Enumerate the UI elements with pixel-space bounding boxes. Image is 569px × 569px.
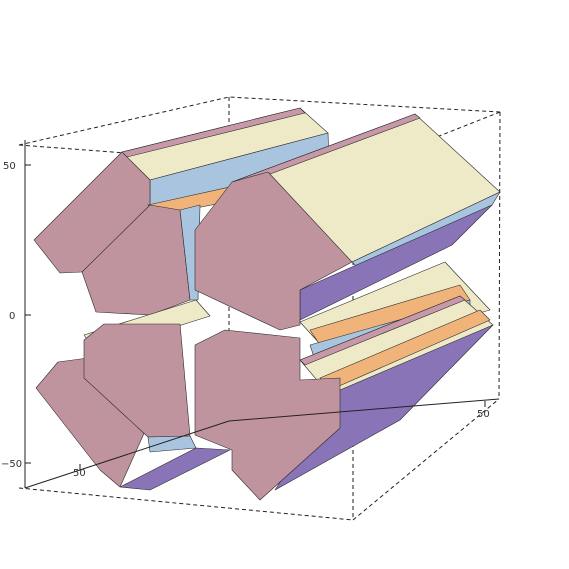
bounding-box-front — [24, 140, 500, 489]
prism-lower-right — [194, 295, 494, 501]
horizontal-axis: 50 — [477, 401, 490, 420]
tick-label-50: 50 — [3, 161, 16, 172]
depth-axis: 50 — [73, 464, 86, 479]
depth-tick-label-50: 50 — [73, 468, 86, 479]
tick-label-0: 0 — [9, 311, 15, 322]
prism-upper-right — [194, 113, 501, 331]
tick-label-minus50: −50 — [1, 459, 22, 470]
vertical-axis: 50 0 −50 — [1, 161, 31, 470]
prism-lower-left — [35, 299, 231, 491]
horizontal-tick-label-50: 50 — [477, 409, 490, 420]
